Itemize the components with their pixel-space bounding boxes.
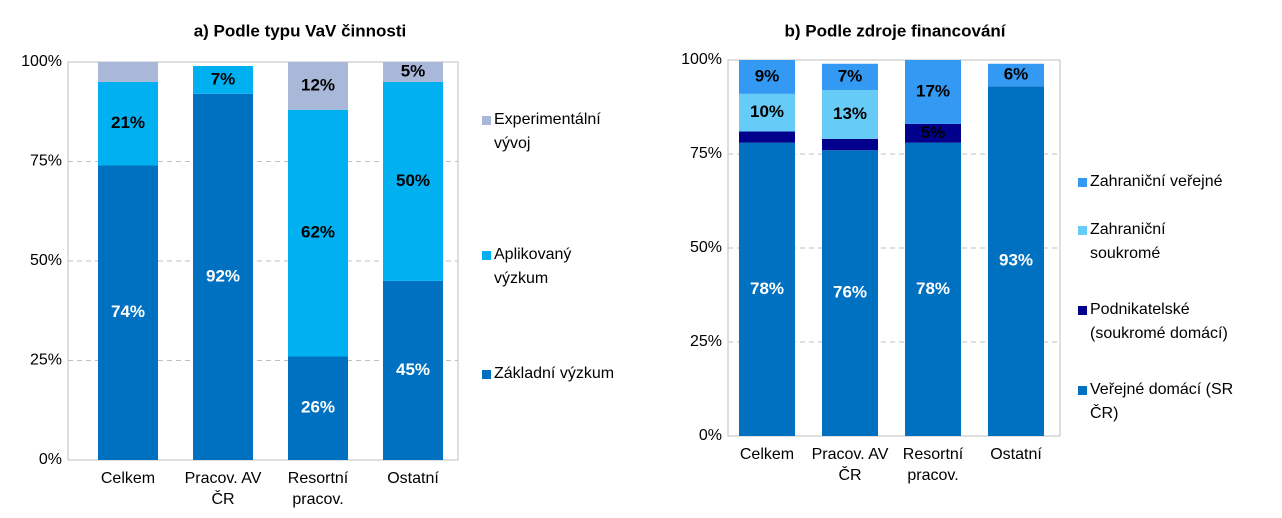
value-label: 78% bbox=[750, 279, 784, 298]
legend-label: Zahraniční soukromé bbox=[1090, 221, 1166, 262]
bar-segment bbox=[739, 60, 795, 94]
value-label: 62% bbox=[301, 223, 335, 242]
value-label: 5% bbox=[921, 123, 946, 142]
legend-label: Veřejné domácí (SR ČR) bbox=[1090, 381, 1234, 422]
x-tick-label: Pracov. AV ČR bbox=[811, 446, 889, 484]
value-label: 45% bbox=[396, 360, 430, 379]
value-label: 50% bbox=[396, 171, 430, 190]
bar-segment bbox=[98, 62, 158, 82]
value-label: 21% bbox=[111, 113, 145, 132]
legend-swatch bbox=[1078, 178, 1087, 187]
legend-label: Podnikatelské (soukromé domácí) bbox=[1090, 301, 1228, 342]
bar-segment bbox=[193, 93, 253, 460]
bar-segment bbox=[98, 81, 158, 166]
value-label: 74% bbox=[111, 302, 145, 321]
value-label: 13% bbox=[833, 104, 867, 123]
legend-label: Aplikovaný výzkum bbox=[494, 246, 572, 287]
bar-segment bbox=[822, 138, 878, 151]
legend-label: Experimentální vývoj bbox=[494, 111, 601, 152]
value-label: 7% bbox=[838, 66, 863, 85]
legend-swatch bbox=[482, 116, 491, 125]
bar-segment bbox=[822, 150, 878, 437]
value-label: 5% bbox=[401, 61, 426, 80]
chart-title: b) Podle zdroje financování bbox=[784, 21, 1006, 40]
bar-segment bbox=[739, 131, 795, 143]
bar-segment bbox=[905, 123, 961, 143]
x-tick-label: Celkem bbox=[739, 446, 795, 463]
legend-swatch bbox=[482, 251, 491, 260]
y-tick-label: 0% bbox=[39, 451, 62, 468]
value-label: 7% bbox=[211, 69, 236, 88]
value-label: 10% bbox=[750, 102, 784, 121]
y-tick-label: 25% bbox=[30, 352, 62, 369]
bar-segment bbox=[739, 93, 795, 132]
legend-swatch bbox=[1078, 306, 1087, 315]
legend-label: Zahraniční veřejné bbox=[1090, 173, 1223, 190]
y-tick-label: 25% bbox=[690, 333, 722, 350]
legend-swatch bbox=[1078, 386, 1087, 395]
value-label: 26% bbox=[301, 398, 335, 417]
value-label: 78% bbox=[916, 279, 950, 298]
y-tick-label: 100% bbox=[21, 53, 62, 70]
bar-segment bbox=[822, 63, 878, 91]
bar-segment bbox=[905, 60, 961, 124]
x-tick-label: Ostatní bbox=[990, 446, 1042, 463]
y-tick-label: 50% bbox=[690, 239, 722, 256]
chart-title: a) Podle typu VaV činnosti bbox=[194, 21, 407, 40]
legend-label: Základní výzkum bbox=[494, 365, 615, 382]
value-label: 92% bbox=[206, 266, 240, 285]
bar-segment bbox=[288, 109, 348, 357]
bar-segment bbox=[288, 356, 348, 460]
value-label: 17% bbox=[916, 81, 950, 100]
legend-swatch bbox=[1078, 226, 1087, 235]
value-label: 76% bbox=[833, 283, 867, 302]
bar-segment bbox=[383, 81, 443, 281]
x-tick-label: Resortní pracov. bbox=[287, 470, 349, 508]
x-tick-label: Celkem bbox=[100, 470, 156, 487]
bar-segment bbox=[905, 142, 961, 436]
value-label: 12% bbox=[301, 75, 335, 94]
bar-segment bbox=[739, 142, 795, 436]
bar-segment bbox=[988, 63, 1044, 87]
bar-segment bbox=[383, 62, 443, 82]
y-tick-label: 100% bbox=[681, 51, 722, 68]
x-tick-label: Ostatní bbox=[387, 470, 439, 487]
x-tick-label: Pracov. AV ČR bbox=[184, 470, 262, 508]
bar-segment bbox=[383, 280, 443, 460]
x-tick-label: Resortní pracov. bbox=[902, 446, 964, 484]
value-label: 93% bbox=[999, 251, 1033, 270]
bar-segment bbox=[288, 62, 348, 110]
y-tick-label: 0% bbox=[699, 427, 722, 444]
y-tick-label: 50% bbox=[30, 252, 62, 269]
bar-segment bbox=[822, 90, 878, 139]
bar-segment bbox=[98, 165, 158, 461]
y-tick-label: 75% bbox=[690, 145, 722, 162]
y-tick-label: 75% bbox=[30, 153, 62, 170]
bar-segment bbox=[193, 65, 253, 94]
legend-swatch bbox=[482, 370, 491, 379]
value-label: 6% bbox=[1004, 65, 1029, 84]
bar-segment bbox=[988, 86, 1044, 436]
value-label: 9% bbox=[755, 66, 780, 85]
